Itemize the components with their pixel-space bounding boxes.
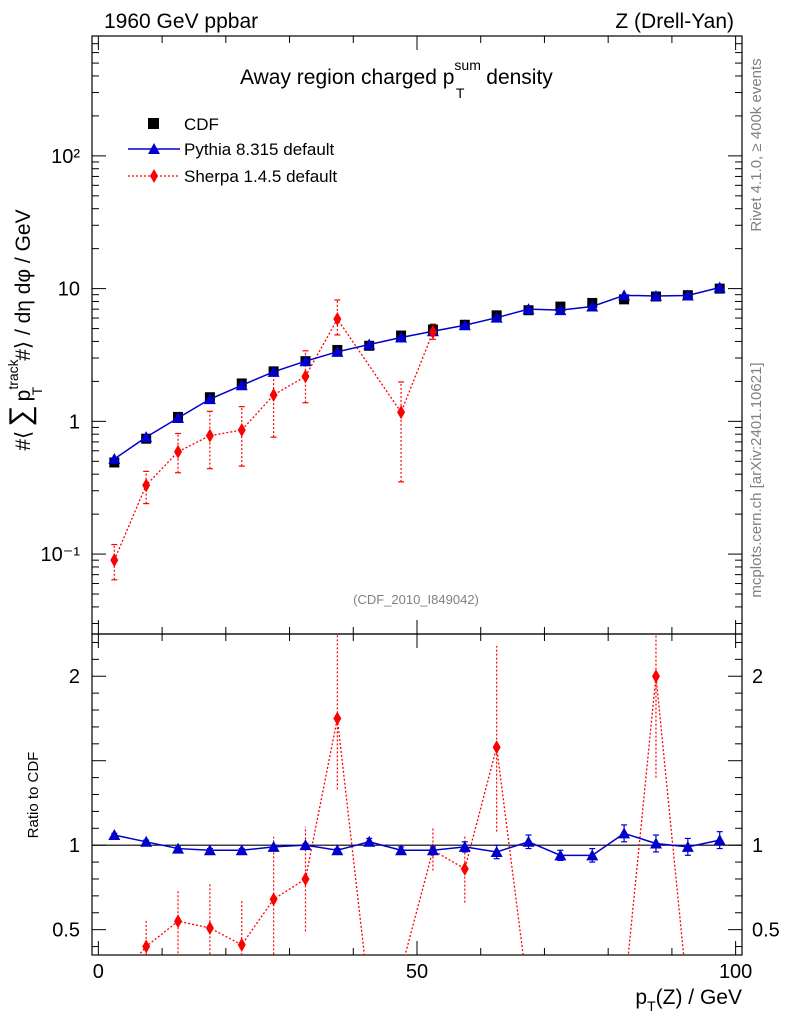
pythia-ratio-point [713, 834, 726, 846]
pythia-ratio-point [172, 842, 185, 854]
pythia-ratio-point [108, 829, 121, 841]
legend-marker-cdf [148, 118, 159, 129]
pythia-point [618, 289, 631, 301]
sherpa-ratio-point [269, 892, 278, 907]
main-ytick-label: 10² [51, 146, 80, 168]
header-energy: 1960 GeV ppbar [104, 10, 258, 33]
xlabel: pT(Z) / GeV [635, 986, 742, 1014]
sherpa-ratio-point [651, 669, 660, 684]
pythia-ratio-point [331, 844, 344, 856]
legend-label-pythia: Pythia 8.315 default [184, 140, 335, 159]
sherpa-point [428, 325, 437, 340]
sherpa-ratio-point [333, 711, 342, 726]
pythia-point [363, 338, 376, 350]
pythia-point [267, 365, 280, 377]
pythia-point [203, 393, 216, 405]
sherpa-ratio-point [142, 939, 151, 954]
pythia-point [395, 331, 408, 343]
sherpa-point [205, 428, 214, 443]
main-ytick-label: 10⁻¹ [41, 544, 81, 566]
pythia-ratio-point [299, 839, 312, 851]
main-ytick-label: 10 [58, 279, 80, 301]
pythia-point [140, 431, 153, 443]
pythia-point [490, 311, 503, 323]
pythia-ratio-point [458, 840, 471, 852]
ratio-ytick-label: 1 [69, 835, 80, 857]
ratio-ytick-label-right: 1 [752, 835, 763, 857]
ratio-ylabel: Ratio to CDF [25, 752, 42, 839]
ratio-panel-frame [91, 633, 743, 956]
ratio-ytick-label: 2 [69, 666, 80, 688]
pythia-line [113, 286, 720, 460]
sherpa-ratio-point [205, 920, 214, 935]
main-ylabel: #⟨∑ptrackT#⟩ / dη dφ / GeV [4, 209, 45, 450]
pythia-ratio-point [203, 844, 216, 856]
pythia-point [681, 289, 694, 301]
pythia-ratio-point [554, 849, 567, 861]
sherpa-point [269, 387, 278, 402]
sherpa-point [174, 444, 183, 459]
sherpa-line [113, 317, 434, 561]
ratio-marks [108, 634, 726, 955]
pythia-point [108, 453, 121, 465]
pythia-ratio-point [618, 827, 631, 839]
pythia-ratio-point [586, 849, 599, 861]
pythia-point [649, 289, 662, 301]
sherpa-point [142, 478, 151, 493]
pythia-ratio-point [649, 837, 662, 849]
xtick-label: 100 [719, 961, 752, 983]
sherpa-ratio-line [138, 676, 685, 955]
pythia-ratio-point [522, 835, 535, 847]
sherpa-point [333, 312, 342, 327]
pythia-ratio-point [235, 844, 248, 856]
pythia-ratio-point [681, 840, 694, 852]
legend: CDF Pythia 8.315 default Sherpa 1.4.5 de… [128, 115, 337, 186]
mcplots-info: mcplots.cern.ch [arXiv:2401.10621] [748, 362, 765, 597]
ratio-ytick-label-right: 0.5 [752, 920, 780, 942]
pythia-point [713, 281, 726, 293]
pythia-ratio-point [267, 840, 280, 852]
sherpa-point [397, 405, 406, 420]
pythia-ratio-point [490, 845, 503, 857]
sherpa-point [237, 423, 246, 438]
xtick-label: 0 [93, 961, 104, 983]
analysis-watermark: (CDF_2010_I849042) [353, 592, 479, 607]
main-title: Away region charged psum T density [240, 57, 553, 101]
pythia-point [172, 411, 185, 423]
legend-label-sherpa: Sherpa 1.4.5 default [184, 167, 337, 186]
pythia-ratio-point [140, 835, 153, 847]
pythia-point [331, 345, 344, 357]
sherpa-ratio-point [174, 914, 183, 929]
pythia-ratio-line [114, 832, 720, 857]
pythia-ratio-point [395, 844, 408, 856]
sherpa-ratio-point [460, 861, 469, 876]
pythia-point [586, 300, 599, 312]
sherpa-ratio-point [301, 871, 310, 886]
pythia-ratio-point [363, 835, 376, 847]
ratio-ytick-label-right: 2 [752, 666, 763, 688]
pythia-point [522, 303, 535, 315]
pythia-point [554, 304, 567, 316]
pythia-point [235, 379, 248, 391]
pythia-ratio-point [426, 844, 439, 856]
xtick-label: 50 [406, 961, 428, 983]
main-ytick-label: 1 [69, 411, 80, 433]
sherpa-ratio-point [492, 740, 501, 755]
legend-marker-pythia [148, 143, 160, 154]
sherpa-point [110, 553, 119, 568]
sherpa-ratio-point [237, 937, 246, 952]
header-process: Z (Drell-Yan) [615, 10, 734, 33]
data-marks [108, 281, 726, 955]
rivet-info: Rivet 4.1.0, ≥ 400k events [748, 58, 765, 231]
legend-label-cdf: CDF [184, 115, 219, 134]
legend-marker-sherpa [150, 169, 158, 183]
sherpa-point [301, 369, 310, 384]
ratio-ytick-label: 0.5 [52, 920, 80, 942]
pythia-point [299, 355, 312, 367]
pythia-point [458, 319, 471, 331]
